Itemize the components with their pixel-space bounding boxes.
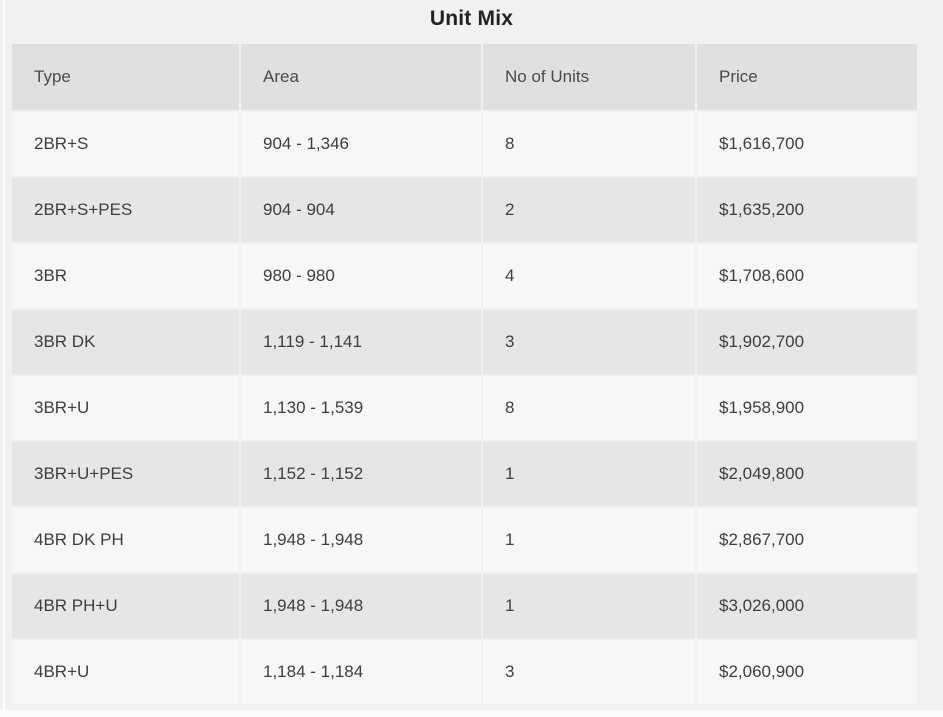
table-row: 3BR+U 1,130 - 1,539 8 $1,958,900 [10,374,919,442]
cell-type: 3BR+U+PES [10,440,241,508]
table-row: 2BR+S 904 - 1,346 8 $1,616,700 [10,110,919,178]
cell-price: $2,867,700 [695,506,919,574]
cell-price: $3,026,000 [695,572,919,640]
cell-price: $1,958,900 [695,374,919,442]
cell-type: 3BR [10,242,241,310]
cell-type: 3BR DK [10,308,241,376]
cell-type: 2BR+S+PES [10,176,241,244]
cell-units: 3 [481,638,697,706]
page-title: Unit Mix [429,7,514,30]
cell-area: 904 - 904 [239,176,483,244]
unit-mix-table: Type Area No of Units Price 2BR+S 904 - … [10,42,919,706]
column-header-units: No of Units [481,42,697,112]
cell-type: 4BR DK PH [10,506,241,574]
cell-area: 1,184 - 1,184 [239,638,483,706]
cell-price: $2,049,800 [695,440,919,508]
column-header-type: Type [10,42,241,112]
cell-type: 2BR+S [10,110,241,178]
cell-area: 904 - 1,346 [239,110,483,178]
bottom-strip [0,710,943,717]
cell-price: $1,708,600 [695,242,919,310]
column-header-area: Area [239,42,483,112]
cell-units: 1 [481,440,697,508]
table-header-row: Type Area No of Units Price [10,42,919,112]
cell-price: $1,902,700 [695,308,919,376]
cell-price: $2,060,900 [695,638,919,706]
cell-area: 1,152 - 1,152 [239,440,483,508]
cell-area: 980 - 980 [239,242,483,310]
table-row: 4BR+U 1,184 - 1,184 3 $2,060,900 [10,638,919,706]
cell-units: 8 [481,110,697,178]
cell-area: 1,130 - 1,539 [239,374,483,442]
column-header-price: Price [695,42,919,112]
cell-units: 2 [481,176,697,244]
cell-type: 3BR+U [10,374,241,442]
left-edge-highlight [3,0,5,717]
table-row: 2BR+S+PES 904 - 904 2 $1,635,200 [10,176,919,244]
cell-area: 1,948 - 1,948 [239,572,483,640]
table-row: 3BR 980 - 980 4 $1,708,600 [10,242,919,310]
cell-type: 4BR+U [10,638,241,706]
cell-units: 1 [481,506,697,574]
table-row: 4BR PH+U 1,948 - 1,948 1 $3,026,000 [10,572,919,640]
cell-units: 4 [481,242,697,310]
cell-units: 8 [481,374,697,442]
cell-price: $1,616,700 [695,110,919,178]
cell-price: $1,635,200 [695,176,919,244]
table-row: 3BR+U+PES 1,152 - 1,152 1 $2,049,800 [10,440,919,508]
cell-units: 3 [481,308,697,376]
cell-area: 1,948 - 1,948 [239,506,483,574]
cell-area: 1,119 - 1,141 [239,308,483,376]
cell-units: 1 [481,572,697,640]
cell-type: 4BR PH+U [10,572,241,640]
table-row: 3BR DK 1,119 - 1,141 3 $1,902,700 [10,308,919,376]
table-row: 4BR DK PH 1,948 - 1,948 1 $2,867,700 [10,506,919,574]
